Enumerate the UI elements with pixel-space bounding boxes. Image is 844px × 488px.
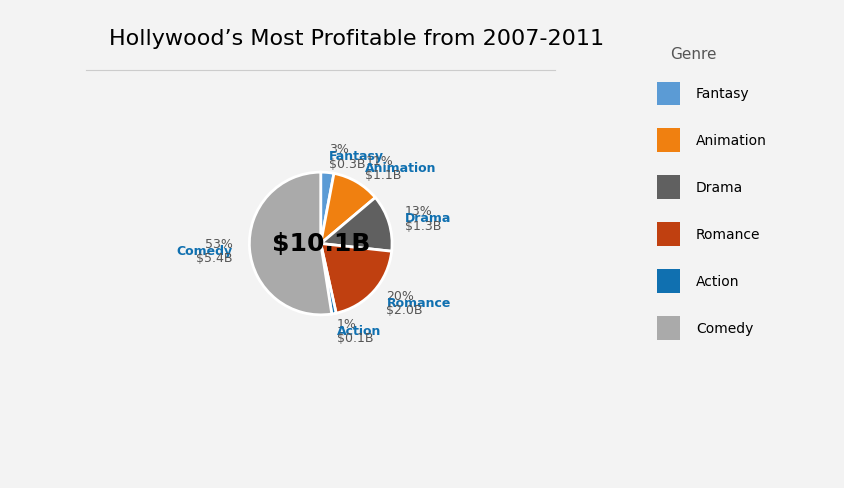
Text: $2.0B: $2.0B: [387, 304, 423, 317]
Text: $1.1B: $1.1B: [365, 169, 402, 182]
Text: Fantasy: Fantasy: [695, 87, 749, 101]
Text: Comedy: Comedy: [695, 321, 753, 335]
Text: Animation: Animation: [365, 162, 436, 174]
Text: $5.4B: $5.4B: [197, 252, 233, 265]
Wedge shape: [321, 244, 336, 314]
FancyBboxPatch shape: [657, 223, 680, 246]
Text: $0.3B: $0.3B: [329, 157, 365, 170]
Text: 53%: 53%: [205, 237, 233, 250]
Wedge shape: [321, 173, 334, 244]
Text: Drama: Drama: [405, 212, 452, 225]
FancyBboxPatch shape: [657, 270, 680, 293]
FancyBboxPatch shape: [657, 129, 680, 153]
Text: Drama: Drama: [695, 181, 743, 195]
Text: Action: Action: [337, 324, 381, 337]
Text: $0.1B: $0.1B: [337, 331, 374, 345]
Text: Romance: Romance: [387, 296, 451, 309]
Text: Fantasy: Fantasy: [329, 150, 384, 163]
FancyBboxPatch shape: [657, 82, 680, 106]
Text: Comedy: Comedy: [176, 244, 233, 257]
Wedge shape: [321, 198, 392, 252]
Text: Animation: Animation: [695, 134, 766, 148]
Text: $10.1B: $10.1B: [272, 232, 370, 256]
Text: 20%: 20%: [387, 289, 414, 302]
Wedge shape: [249, 173, 332, 315]
FancyBboxPatch shape: [657, 317, 680, 340]
Text: Romance: Romance: [695, 227, 760, 242]
Text: Action: Action: [695, 274, 739, 288]
Text: Genre: Genre: [671, 47, 717, 62]
Text: 3%: 3%: [329, 142, 349, 156]
Wedge shape: [321, 244, 392, 313]
Text: 1%: 1%: [337, 317, 357, 330]
Text: Hollywood’s Most Profitable from 2007-2011: Hollywood’s Most Profitable from 2007-20…: [110, 28, 604, 48]
FancyBboxPatch shape: [657, 176, 680, 200]
Text: 11%: 11%: [365, 154, 393, 167]
Text: $1.3B: $1.3B: [405, 220, 441, 232]
Text: 13%: 13%: [405, 205, 433, 218]
Wedge shape: [321, 174, 376, 244]
